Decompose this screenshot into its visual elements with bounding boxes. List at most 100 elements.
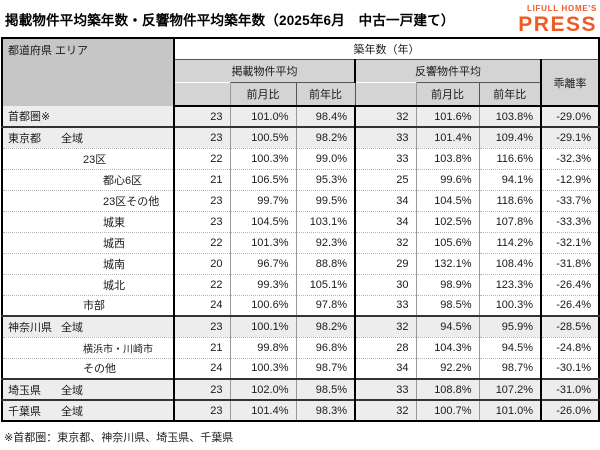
response-mom-cell: 108.8% — [416, 378, 480, 400]
area-label: 全域 — [61, 384, 83, 397]
response-yoy-cell: 123.3% — [479, 273, 542, 295]
response-mom-cell: 104.3% — [416, 336, 480, 358]
response-mom-cell: 101.4% — [416, 126, 480, 148]
deviation-cell: -33.7% — [541, 189, 600, 211]
area-cell: 城東 — [2, 210, 175, 232]
listed-yoy-cell: 98.2% — [296, 315, 356, 337]
listed-age-cell: 23 — [174, 106, 231, 127]
response-mom-cell: 100.7% — [416, 399, 480, 421]
response-mom-header: 前月比 — [415, 82, 480, 107]
response-mom-cell: 98.5% — [416, 294, 480, 316]
listed-mom-cell: 100.3% — [230, 357, 297, 379]
table-row: 市部 24 100.6% 97.8% 33 98.5% 100.3% -26.4… — [2, 294, 600, 316]
listed-mom-cell: 100.1% — [230, 315, 297, 337]
area-cell: 城南 — [2, 252, 175, 274]
listed-age-cell: 23 — [174, 189, 231, 211]
listed-age-cell: 23 — [174, 378, 231, 400]
listed-age-cell: 22 — [174, 231, 231, 253]
listed-mom-cell: 99.8% — [230, 336, 297, 358]
logo-brand-text: LIFULL HOME'S — [527, 4, 597, 13]
listed-mom-cell: 101.3% — [230, 231, 297, 253]
deviation-cell: -12.9% — [541, 168, 600, 190]
area-label: 全域 — [61, 405, 83, 418]
response-age-cell: 33 — [355, 126, 417, 148]
response-yoy-cell: 95.9% — [479, 315, 542, 337]
listed-age-cell: 24 — [174, 357, 231, 379]
prefecture-label: 首都圏※ — [8, 111, 51, 123]
area-cell: 23区その他 — [2, 189, 175, 211]
response-yoy-header: 前年比 — [478, 82, 542, 107]
response-age-cell: 33 — [355, 378, 417, 400]
listed-mom-cell: 106.5% — [230, 168, 297, 190]
table-row: 横浜市・川崎市 21 99.8% 96.8% 28 104.3% 94.5% -… — [2, 336, 600, 358]
listed-yoy-header: 前年比 — [295, 82, 356, 107]
area-label: 城南 — [103, 258, 125, 271]
deviation-cell: -32.3% — [541, 147, 600, 169]
deviation-cell: -26.4% — [541, 294, 600, 316]
prefecture-label: 神奈川県 — [8, 321, 52, 334]
listed-age-subheader — [174, 82, 231, 107]
response-mom-cell: 101.6% — [416, 106, 480, 127]
deviation-cell: -32.1% — [541, 231, 600, 253]
listed-yoy-cell: 98.2% — [296, 126, 356, 148]
response-mom-cell: 103.8% — [416, 147, 480, 169]
deviation-cell: -31.8% — [541, 252, 600, 274]
area-cell: 城西 — [2, 231, 175, 253]
deviation-cell: -24.8% — [541, 336, 600, 358]
area-label: 23区 — [83, 153, 107, 166]
listed-group-header: 掲載物件平均 — [174, 59, 356, 83]
deviation-cell: -28.5% — [541, 315, 600, 337]
area-cell: 首都圏※ — [2, 106, 175, 127]
listed-mom-cell: 100.3% — [230, 147, 297, 169]
deviation-cell: -33.3% — [541, 210, 600, 232]
table-row: 城東 23 104.5% 103.1% 34 102.5% 107.8% -33… — [2, 210, 600, 232]
response-yoy-cell: 94.1% — [479, 168, 542, 190]
area-cell: 都心6区 — [2, 168, 175, 190]
listed-mom-cell: 101.0% — [230, 106, 297, 127]
table-row: 東京都 全域 23 100.5% 98.2% 33 101.4% 109.4% -… — [2, 126, 600, 148]
listed-yoy-cell: 98.3% — [296, 399, 356, 421]
response-age-cell: 32 — [355, 399, 417, 421]
listed-mom-header: 前月比 — [229, 82, 297, 107]
listed-age-cell: 24 — [174, 294, 231, 316]
listed-yoy-cell: 105.1% — [296, 273, 356, 295]
listed-age-cell: 21 — [174, 336, 231, 358]
response-yoy-cell: 109.4% — [479, 126, 542, 148]
table-row: 都心6区 21 106.5% 95.3% 25 99.6% 94.1% -12.… — [2, 168, 600, 190]
area-label: その他 — [83, 363, 116, 376]
response-group-header: 反響物件平均 — [355, 59, 542, 83]
response-age-cell: 34 — [355, 357, 417, 379]
listed-mom-cell: 104.5% — [230, 210, 297, 232]
age-group-header: 築年数（年） — [174, 38, 600, 60]
lifull-homes-press-logo: LIFULL HOME'S PRESS — [518, 4, 597, 36]
deviation-cell: -29.0% — [541, 106, 600, 127]
listed-yoy-cell: 99.5% — [296, 189, 356, 211]
listed-age-cell: 23 — [174, 399, 231, 421]
table-row: 城北 22 99.3% 105.1% 30 98.9% 123.3% -26.4… — [2, 273, 600, 295]
area-label: 都心6区 — [103, 174, 143, 187]
response-age-cell: 29 — [355, 252, 417, 274]
response-age-cell: 34 — [355, 210, 417, 232]
prefecture-label: 埼玉県 — [8, 384, 41, 397]
listed-age-cell: 22 — [174, 147, 231, 169]
response-yoy-cell: 107.2% — [479, 378, 542, 400]
listed-yoy-cell: 92.3% — [296, 231, 356, 253]
area-label: 城東 — [103, 216, 125, 229]
response-age-cell: 32 — [355, 231, 417, 253]
response-age-cell: 25 — [355, 168, 417, 190]
page-title: 掲載物件平均築年数・反響物件平均築年数（2025年6月 中古一戸建て） — [5, 13, 455, 28]
area-column-header: 都道府県 エリア — [2, 38, 175, 106]
prefecture-label: 千葉県 — [8, 405, 41, 418]
listed-yoy-cell: 96.8% — [296, 336, 356, 358]
table-row: 神奈川県 全域 23 100.1% 98.2% 32 94.5% 95.9% -2… — [2, 315, 600, 337]
table-row: 千葉県 全域 23 101.4% 98.3% 32 100.7% 101.0% -… — [2, 399, 600, 421]
area-label: 全域 — [61, 321, 83, 334]
response-age-cell: 30 — [355, 273, 417, 295]
deviation-header: 乖離率 — [539, 59, 600, 107]
listed-mom-cell: 96.7% — [230, 252, 297, 274]
response-age-cell: 33 — [355, 147, 417, 169]
listed-mom-cell: 100.5% — [230, 126, 297, 148]
response-yoy-cell: 107.8% — [479, 210, 542, 232]
listed-yoy-cell: 95.3% — [296, 168, 356, 190]
response-mom-cell: 104.5% — [416, 189, 480, 211]
